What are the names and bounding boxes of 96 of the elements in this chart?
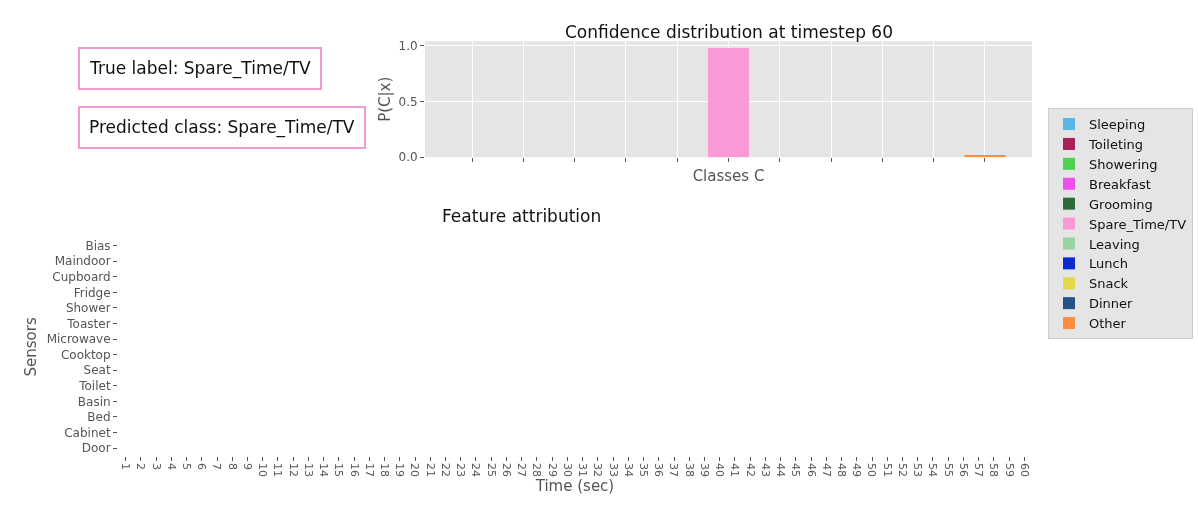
x-tick-label: 15 bbox=[332, 463, 346, 478]
x-tick-label: 41 bbox=[728, 463, 742, 478]
legend-label: Lunch bbox=[1089, 256, 1128, 272]
x-tick-label: 6 bbox=[195, 463, 209, 471]
legend-label: Breakfast bbox=[1089, 176, 1151, 192]
legend-label: Grooming bbox=[1089, 196, 1153, 212]
x-tick-label: 24 bbox=[469, 463, 483, 478]
x-tick-label: 1 bbox=[119, 463, 133, 471]
y-tick-label: 0.5 bbox=[398, 94, 418, 109]
x-tick-label: 21 bbox=[423, 463, 437, 478]
x-tick-label: 42 bbox=[743, 463, 757, 478]
x-tick-label: 52 bbox=[895, 463, 909, 478]
legend-label: Dinner bbox=[1089, 296, 1134, 312]
y-tick-label: Door bbox=[81, 441, 111, 456]
x-tick-label: 59 bbox=[1002, 463, 1016, 478]
legend-label: Showering bbox=[1089, 156, 1158, 172]
x-tick-label: 36 bbox=[652, 463, 666, 478]
x-tick-label: 13 bbox=[301, 463, 315, 478]
legend-label: Sleeping bbox=[1089, 117, 1146, 133]
y-axis-title: P(C|x) bbox=[375, 76, 394, 122]
x-tick-label: 38 bbox=[682, 463, 696, 478]
legend-label: Toileting bbox=[1088, 137, 1144, 153]
x-tick-label: 31 bbox=[576, 463, 590, 478]
x-tick-label: 27 bbox=[515, 463, 529, 478]
y-tick-label: Bed bbox=[87, 410, 111, 425]
x-tick-label: 55 bbox=[941, 463, 955, 478]
x-tick-label: 49 bbox=[850, 463, 864, 478]
x-tick-label: 29 bbox=[545, 463, 559, 478]
x-tick-label: 30 bbox=[560, 463, 574, 478]
x-tick-label: 17 bbox=[362, 463, 376, 478]
x-tick-label: 44 bbox=[774, 463, 788, 478]
x-tick-label: 3 bbox=[149, 463, 163, 471]
legend-label: Other bbox=[1089, 316, 1127, 332]
y-tick-label: Cabinet bbox=[64, 425, 111, 440]
y-tick-label: Seat bbox=[83, 363, 111, 378]
x-tick-label: 5 bbox=[179, 463, 193, 471]
x-tick-label: 48 bbox=[835, 463, 849, 478]
y-axis-title: Sensors bbox=[21, 317, 40, 377]
x-tick-label: 53 bbox=[911, 463, 925, 478]
x-tick-label: 12 bbox=[286, 463, 300, 478]
x-tick-label: 25 bbox=[484, 463, 498, 478]
x-tick-label: 37 bbox=[667, 463, 681, 478]
x-tick-label: 32 bbox=[591, 463, 605, 478]
x-tick-label: 22 bbox=[438, 463, 452, 478]
x-tick-label: 28 bbox=[530, 463, 544, 478]
x-axis-title: Time (sec) bbox=[534, 477, 615, 496]
y-tick-label: Basin bbox=[77, 394, 111, 409]
x-axis-title: Classes C bbox=[692, 166, 765, 185]
x-tick-label: 11 bbox=[271, 463, 285, 478]
x-tick-label: 2 bbox=[134, 463, 148, 471]
x-tick-label: 35 bbox=[636, 463, 650, 478]
text: True label: Spare_Time/TV bbox=[89, 58, 312, 79]
y-tick-label: Cupboard bbox=[52, 269, 111, 284]
x-tick-label: 45 bbox=[789, 463, 803, 478]
y-tick-label: Bias bbox=[85, 238, 111, 253]
x-tick-label: 4 bbox=[164, 463, 178, 471]
x-tick-label: 18 bbox=[378, 463, 391, 478]
y-tick-label: Toilet bbox=[78, 379, 111, 394]
text: Predicted class: Spare_Time/TV bbox=[89, 117, 355, 138]
y-tick-label: Toaster bbox=[66, 316, 111, 331]
legend-label: Leaving bbox=[1089, 236, 1140, 252]
x-tick-label: 57 bbox=[972, 463, 986, 478]
y-tick-label: Cooktop bbox=[60, 347, 111, 362]
x-tick-label: 40 bbox=[713, 463, 727, 478]
y-tick-label: Shower bbox=[65, 301, 111, 316]
x-tick-label: 14 bbox=[317, 463, 331, 478]
x-tick-label: 10 bbox=[256, 463, 270, 478]
x-tick-label: 60 bbox=[1017, 463, 1031, 478]
x-tick-label: 26 bbox=[499, 463, 513, 478]
x-tick-label: 51 bbox=[880, 463, 894, 478]
x-tick-label: 43 bbox=[758, 463, 772, 478]
x-tick-label: 58 bbox=[987, 463, 1001, 478]
x-tick-label: 39 bbox=[697, 463, 711, 478]
x-tick-label: 8 bbox=[225, 463, 239, 471]
x-tick-label: 33 bbox=[606, 463, 620, 478]
chart-title: Confidence distribution at timestep 60 bbox=[565, 22, 893, 42]
x-tick-label: 54 bbox=[926, 463, 940, 478]
chart-title: Feature attribution bbox=[442, 206, 602, 226]
x-tick-label: 34 bbox=[621, 463, 635, 478]
x-tick-label: 50 bbox=[865, 463, 879, 478]
x-tick-label: 23 bbox=[454, 463, 468, 478]
x-tick-label: 9 bbox=[240, 463, 254, 471]
x-tick-label: 7 bbox=[210, 463, 224, 471]
y-tick-label: 0.0 bbox=[398, 150, 418, 165]
y-tick-label: 1.0 bbox=[398, 38, 418, 53]
x-tick-label: 19 bbox=[393, 463, 407, 478]
y-tick-label: Microwave bbox=[46, 332, 111, 347]
legend-label: Snack bbox=[1089, 276, 1129, 292]
x-tick-label: 47 bbox=[819, 463, 833, 478]
y-tick-label: Maindoor bbox=[54, 254, 111, 269]
x-tick-label: 20 bbox=[408, 463, 422, 478]
x-tick-label: 46 bbox=[804, 463, 818, 478]
x-tick-label: 56 bbox=[956, 463, 970, 478]
y-tick-label: Fridge bbox=[73, 285, 111, 300]
legend-label: Spare_Time/TV bbox=[1089, 216, 1187, 232]
x-tick-label: 16 bbox=[347, 463, 361, 478]
